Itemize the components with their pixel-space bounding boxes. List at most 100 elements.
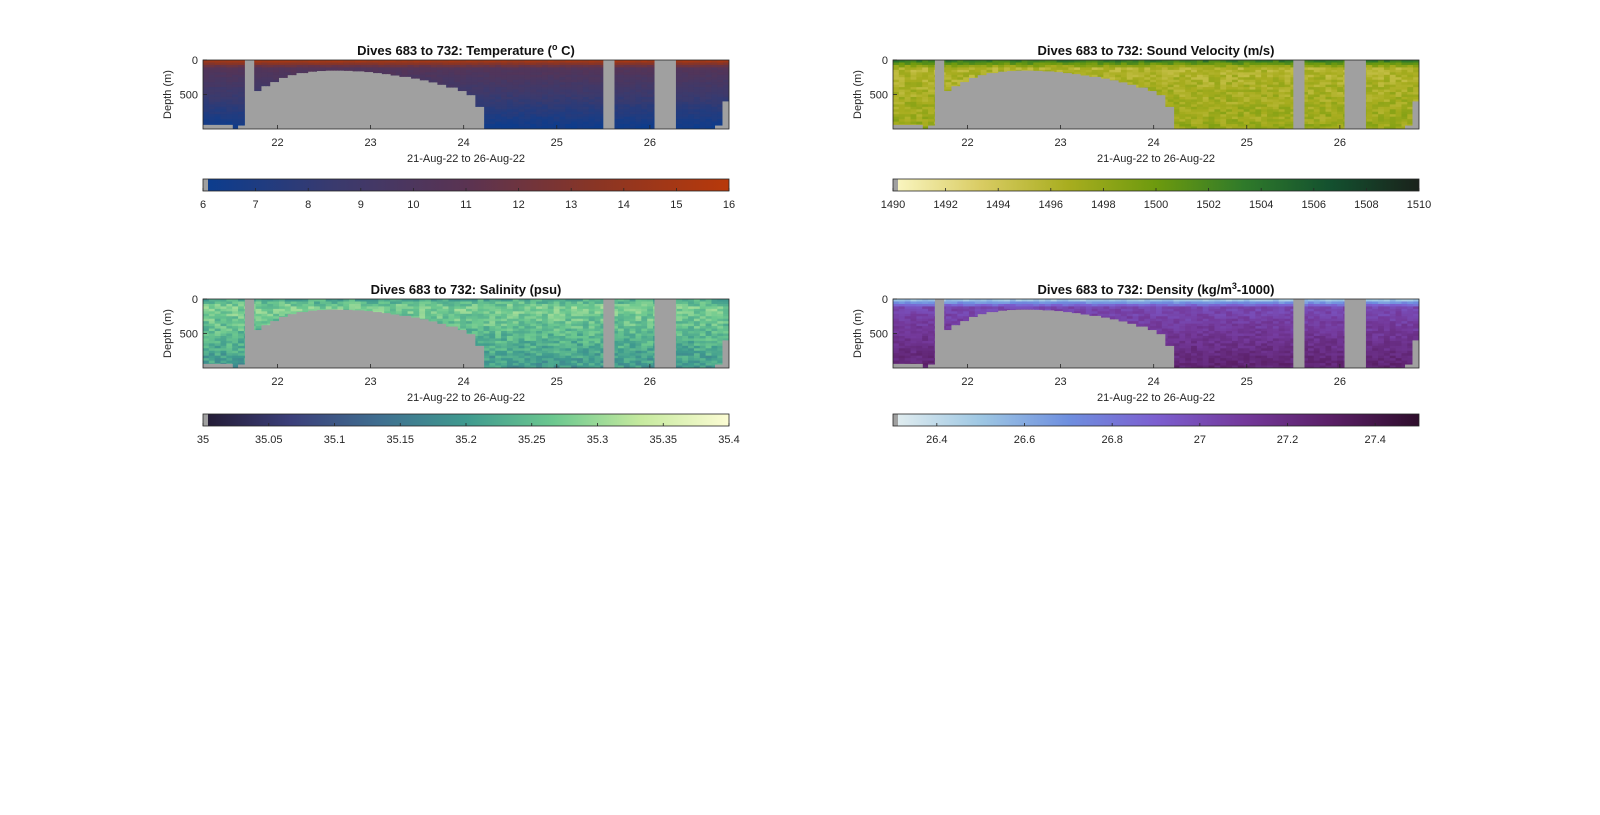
sound-velocity-cell xyxy=(1202,121,1210,125)
temperature-cell xyxy=(471,79,479,83)
sound-velocity-cell xyxy=(910,82,917,86)
sound-velocity-cell xyxy=(1261,99,1268,103)
sound-velocity-cell xyxy=(1249,84,1256,88)
temperature-seafloor-mask xyxy=(331,70,336,129)
temperature-cell xyxy=(693,96,701,101)
sound-velocity-cell xyxy=(1237,111,1245,115)
temperature-seafloor-mask xyxy=(390,75,394,129)
temperature-cell xyxy=(203,87,210,91)
temperature-cell xyxy=(682,82,689,86)
temperature-cell xyxy=(203,104,210,108)
sound-velocity-cell xyxy=(916,119,923,123)
temperature-cell xyxy=(541,99,549,103)
sound-velocity-cell xyxy=(1237,99,1245,103)
sound-velocity-cell xyxy=(1267,116,1274,120)
temperature-cell xyxy=(407,67,414,71)
sound-velocity-cell xyxy=(1196,121,1204,125)
temperature-cell xyxy=(547,106,555,110)
temperature-cell xyxy=(612,119,619,123)
temperature-cell xyxy=(647,79,654,83)
temperature-cell xyxy=(454,74,461,78)
sound-velocity-cell xyxy=(1185,106,1192,110)
temperature-cell xyxy=(331,60,339,64)
sound-velocity-cell xyxy=(1185,79,1192,83)
sound-velocity-cell xyxy=(1267,111,1274,115)
temperature-cell xyxy=(471,77,479,81)
sound-velocity-cell xyxy=(1319,87,1327,91)
sound-velocity-field xyxy=(893,60,1419,129)
temperature-cell xyxy=(705,109,713,113)
temperature-cell xyxy=(208,109,216,113)
sound-velocity-cell xyxy=(1156,77,1163,81)
temperature-cell xyxy=(705,99,713,103)
sound-velocity-cell xyxy=(1243,67,1251,71)
sound-velocity-cell xyxy=(928,89,935,93)
temperature-cell xyxy=(594,72,602,76)
temperature-cell xyxy=(635,67,642,71)
sound-velocity-cell xyxy=(1126,77,1134,81)
sound-velocity-cell xyxy=(1138,72,1145,76)
sound-velocity-cell xyxy=(1027,60,1034,64)
temperature-cell xyxy=(203,89,210,93)
temperature-cell xyxy=(705,79,713,83)
temperature-cell xyxy=(524,101,531,105)
temperature-cell xyxy=(676,67,683,71)
temperature-cell xyxy=(425,62,432,66)
temperature-cell xyxy=(261,74,268,78)
temperature-cell xyxy=(220,116,227,120)
temperature-cell xyxy=(530,96,537,101)
temperature-cell xyxy=(390,64,397,68)
sound-velocity-cell xyxy=(910,67,917,71)
sound-velocity-cell xyxy=(1167,60,1175,64)
sound-velocity-cell xyxy=(893,89,900,93)
temperature-cell xyxy=(314,60,321,64)
temperature-cell xyxy=(565,106,572,110)
sound-velocity-cell xyxy=(1255,109,1262,113)
temperature-cell xyxy=(442,74,450,78)
sound-velocity-cell xyxy=(1167,94,1175,98)
temperature-cell xyxy=(226,96,233,101)
sound-velocity-cell xyxy=(1272,114,1280,118)
sound-velocity-cell xyxy=(922,64,929,68)
temperature-seafloor-mask xyxy=(270,82,274,129)
temperature-cell xyxy=(676,96,683,101)
sound-velocity-cell xyxy=(1208,114,1216,118)
sound-velocity-cell xyxy=(1261,84,1268,88)
sound-velocity-cell xyxy=(1202,111,1210,115)
sound-velocity-cell xyxy=(1366,104,1373,108)
sound-velocity-cell xyxy=(1185,124,1192,128)
temperature-cell xyxy=(553,94,561,98)
sound-velocity-cell xyxy=(1319,69,1327,73)
temperature-cell xyxy=(571,64,578,68)
temperature-cell xyxy=(571,96,578,101)
sound-velocity-cell xyxy=(1249,79,1256,83)
temperature-cell xyxy=(559,74,566,78)
sound-velocity-cell xyxy=(1191,111,1198,115)
temperature-cell xyxy=(501,99,508,103)
temperature-cell xyxy=(588,114,596,118)
sound-velocity-cell xyxy=(904,119,912,123)
temperature-missing-edge xyxy=(722,101,729,129)
sound-velocity-cell xyxy=(1202,84,1210,88)
sound-velocity-cell xyxy=(893,79,900,83)
temperature-cell xyxy=(238,87,245,91)
temperature-cell xyxy=(425,72,432,76)
temperature-cell xyxy=(506,89,514,93)
temperature-cell xyxy=(541,119,549,123)
sound-velocity-cell xyxy=(1202,92,1210,96)
temperature-cell xyxy=(682,99,689,103)
temperature-cell xyxy=(711,82,718,86)
sound-velocity-cell xyxy=(957,69,964,73)
sound-velocity-cell xyxy=(986,64,993,68)
sound-velocity-cell xyxy=(1120,77,1128,81)
temperature-cell xyxy=(518,116,526,120)
temperature-cell xyxy=(512,64,520,68)
temperature-cell xyxy=(407,60,414,64)
temperature-cell xyxy=(226,106,233,110)
temperature-cell xyxy=(512,126,520,129)
sound-velocity-cell xyxy=(1009,62,1017,66)
temperature-cell xyxy=(641,84,648,88)
temperature-cell xyxy=(384,62,391,66)
temperature-cell xyxy=(466,79,473,83)
temperature-seafloor-mask xyxy=(299,73,303,129)
